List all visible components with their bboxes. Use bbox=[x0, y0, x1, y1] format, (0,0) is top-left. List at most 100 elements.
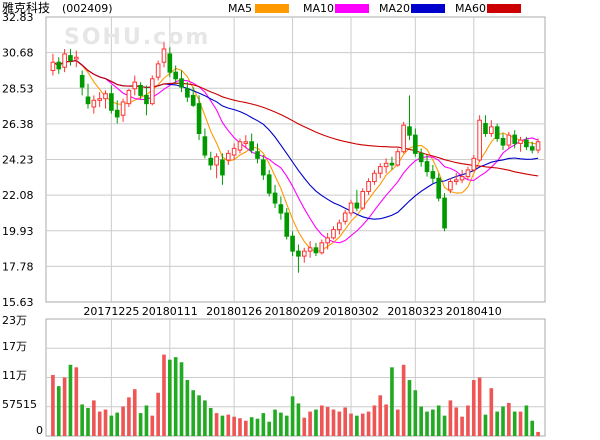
candle bbox=[179, 70, 184, 93]
volume-bar bbox=[448, 400, 453, 436]
candle bbox=[331, 226, 336, 240]
candle bbox=[202, 128, 208, 159]
candle-body bbox=[173, 71, 178, 80]
legend-swatch-ma5 bbox=[255, 4, 289, 13]
candle-body bbox=[296, 250, 301, 257]
volume-bar bbox=[349, 413, 353, 436]
price-tick-label: 19.93 bbox=[2, 225, 34, 238]
candle bbox=[377, 163, 383, 179]
volume-tick-label: 11万 bbox=[2, 369, 27, 382]
candle-body bbox=[413, 134, 418, 154]
moving-average-lines bbox=[52, 60, 539, 253]
volume-bar bbox=[185, 380, 190, 436]
candle bbox=[500, 133, 506, 151]
volume-bar bbox=[431, 409, 435, 436]
candle-body bbox=[453, 179, 459, 183]
volume-bar bbox=[477, 377, 482, 436]
candle-body bbox=[97, 98, 102, 101]
candle bbox=[395, 148, 401, 167]
candle bbox=[272, 184, 278, 209]
volume-tick-label: 0 bbox=[36, 424, 43, 437]
volume-bar bbox=[331, 409, 336, 436]
candle bbox=[524, 136, 529, 151]
candle-body bbox=[366, 181, 371, 192]
price-tick-label: 17.78 bbox=[2, 260, 34, 273]
candle-body bbox=[506, 134, 512, 146]
ma-line-ma10 bbox=[52, 60, 539, 244]
candle bbox=[418, 148, 424, 167]
candle-body bbox=[535, 141, 541, 151]
candle-body bbox=[436, 177, 442, 199]
candle bbox=[214, 153, 219, 179]
volume-bar bbox=[273, 409, 277, 436]
volume-bar bbox=[419, 406, 423, 436]
price-tick-label: 15.63 bbox=[2, 296, 34, 309]
candle-body bbox=[430, 171, 436, 179]
candle bbox=[56, 57, 62, 74]
candle-body bbox=[155, 63, 161, 78]
ma-legend: MA5 MA10 MA20 MA60 bbox=[228, 2, 521, 15]
volume-tick-label: 57515 bbox=[2, 398, 37, 411]
candle bbox=[518, 136, 523, 152]
candle bbox=[290, 231, 295, 257]
volume-bar bbox=[267, 421, 272, 436]
candle-body bbox=[103, 93, 108, 100]
candle bbox=[97, 92, 102, 107]
candle bbox=[261, 155, 266, 180]
candle-body bbox=[132, 81, 138, 90]
candle bbox=[453, 173, 459, 185]
volume-bar bbox=[144, 405, 149, 436]
candle bbox=[535, 138, 541, 154]
candle bbox=[512, 130, 518, 149]
volume-bar bbox=[296, 403, 301, 436]
candle bbox=[354, 189, 360, 212]
candle-body bbox=[524, 139, 529, 148]
volume-bar bbox=[395, 409, 400, 436]
candle-body bbox=[471, 157, 477, 171]
candle bbox=[161, 42, 167, 68]
candle-body bbox=[401, 124, 406, 153]
candle-body bbox=[465, 169, 471, 178]
candle bbox=[255, 143, 260, 164]
volume-bar bbox=[68, 364, 73, 436]
candle bbox=[85, 83, 91, 109]
candle-body bbox=[325, 237, 330, 244]
volume-bar bbox=[319, 405, 324, 436]
candle-body bbox=[424, 161, 430, 173]
candlestick-series bbox=[50, 42, 541, 273]
candle-body bbox=[518, 139, 523, 144]
price-tick-label: 24.23 bbox=[2, 154, 34, 167]
volume-bar bbox=[407, 380, 412, 436]
candle bbox=[103, 90, 108, 109]
legend-label-ma10: MA10 bbox=[303, 2, 334, 15]
candle-body bbox=[342, 212, 348, 222]
candle-body bbox=[220, 159, 225, 176]
volume-bar bbox=[466, 405, 470, 436]
candle-body bbox=[161, 48, 167, 63]
candle bbox=[231, 143, 237, 160]
candle-body bbox=[68, 55, 73, 62]
date-tick-label: 20180126 bbox=[206, 305, 262, 318]
volume-bar bbox=[56, 386, 61, 436]
volume-bar bbox=[390, 367, 394, 436]
volume-bar bbox=[360, 413, 365, 436]
candle-body bbox=[354, 202, 360, 209]
candle bbox=[413, 128, 418, 157]
candle-body bbox=[56, 61, 62, 70]
candle bbox=[401, 121, 406, 154]
candle-body bbox=[377, 166, 383, 174]
candle-body bbox=[348, 202, 354, 214]
price-axis: 32.83 30.68 28.53 26.38 24.23 22.08 19.93 17.78… bbox=[2, 11, 34, 309]
candle bbox=[167, 47, 173, 78]
candle bbox=[138, 82, 143, 99]
volume-bar bbox=[337, 411, 342, 436]
candle bbox=[296, 244, 301, 273]
volume-bar bbox=[495, 411, 499, 436]
candle-body bbox=[313, 247, 319, 254]
volume-bar bbox=[308, 411, 312, 436]
date-tick-label: 20180111 bbox=[142, 305, 198, 318]
candle bbox=[73, 50, 79, 68]
candle-body bbox=[73, 56, 79, 60]
candle bbox=[483, 115, 488, 137]
